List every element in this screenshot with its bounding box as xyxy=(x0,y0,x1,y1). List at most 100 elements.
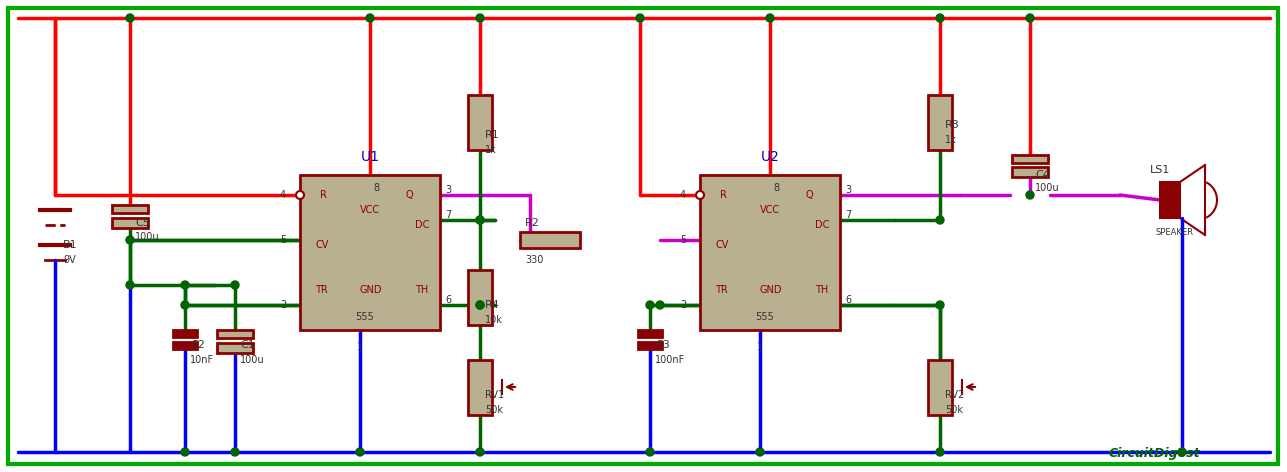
Bar xyxy=(638,342,662,349)
Text: 3: 3 xyxy=(846,185,851,195)
Bar xyxy=(468,95,492,150)
Text: SPEAKER: SPEAKER xyxy=(1154,228,1193,237)
Text: 4: 4 xyxy=(680,190,686,200)
Text: 555: 555 xyxy=(355,312,375,322)
Text: 10k: 10k xyxy=(485,315,503,325)
Circle shape xyxy=(936,301,943,309)
Text: R: R xyxy=(719,190,727,200)
Circle shape xyxy=(126,281,134,289)
Circle shape xyxy=(181,448,189,456)
Circle shape xyxy=(181,281,189,289)
Text: 8: 8 xyxy=(373,183,380,193)
Bar xyxy=(172,330,197,337)
Text: U2: U2 xyxy=(761,150,780,164)
Text: R: R xyxy=(320,190,327,200)
Text: 100u: 100u xyxy=(239,355,265,365)
Text: 6: 6 xyxy=(445,295,452,305)
Text: LS1: LS1 xyxy=(1151,165,1170,175)
Text: DC: DC xyxy=(414,220,430,230)
Text: 10nF: 10nF xyxy=(190,355,214,365)
Bar xyxy=(112,205,148,213)
Bar xyxy=(112,218,148,228)
Text: Q: Q xyxy=(405,190,413,200)
Circle shape xyxy=(230,281,239,289)
Circle shape xyxy=(636,14,644,22)
Circle shape xyxy=(936,216,943,224)
Bar xyxy=(1160,182,1180,218)
Text: 9V: 9V xyxy=(63,255,76,265)
Circle shape xyxy=(1026,14,1033,22)
Text: 4: 4 xyxy=(281,190,286,200)
Bar xyxy=(300,175,440,330)
Text: GND: GND xyxy=(360,285,382,295)
Text: 2: 2 xyxy=(680,300,686,310)
Bar xyxy=(928,360,952,415)
Text: 100u: 100u xyxy=(135,232,160,242)
Text: C4: C4 xyxy=(1035,170,1050,180)
Text: 1k: 1k xyxy=(945,135,956,145)
Bar xyxy=(218,330,254,338)
Circle shape xyxy=(476,216,484,224)
Bar xyxy=(468,270,492,325)
Text: RV2: RV2 xyxy=(945,390,964,400)
Circle shape xyxy=(126,14,134,22)
Text: CV: CV xyxy=(315,240,328,250)
Text: 3: 3 xyxy=(445,185,452,195)
Text: C3: C3 xyxy=(655,340,669,350)
Circle shape xyxy=(356,448,364,456)
Circle shape xyxy=(476,301,484,309)
Circle shape xyxy=(1178,448,1187,456)
Text: U1: U1 xyxy=(360,150,380,164)
Circle shape xyxy=(766,14,773,22)
Bar xyxy=(218,343,254,353)
Text: C1: C1 xyxy=(239,340,255,350)
Text: R3: R3 xyxy=(945,120,960,130)
Text: 2: 2 xyxy=(281,300,286,310)
Text: 100u: 100u xyxy=(1035,183,1059,193)
Text: R1: R1 xyxy=(485,130,499,140)
Circle shape xyxy=(1026,191,1033,199)
Circle shape xyxy=(476,14,484,22)
Bar xyxy=(172,342,197,349)
Text: TR: TR xyxy=(315,285,328,295)
Text: 6: 6 xyxy=(846,295,851,305)
Circle shape xyxy=(181,301,189,309)
Circle shape xyxy=(476,448,484,456)
Circle shape xyxy=(476,216,484,224)
Circle shape xyxy=(476,301,484,309)
Text: 7: 7 xyxy=(846,210,851,220)
Text: C2: C2 xyxy=(190,340,205,350)
Text: 555: 555 xyxy=(755,312,775,322)
Text: RV1: RV1 xyxy=(485,390,505,400)
Text: 50k: 50k xyxy=(945,405,963,415)
Bar xyxy=(700,175,840,330)
Circle shape xyxy=(696,191,704,199)
Text: TH: TH xyxy=(815,285,829,295)
Text: 5: 5 xyxy=(680,235,686,245)
Text: TH: TH xyxy=(414,285,429,295)
Text: Q: Q xyxy=(804,190,812,200)
Text: 50k: 50k xyxy=(485,405,503,415)
Text: CV: CV xyxy=(716,240,728,250)
Circle shape xyxy=(936,448,943,456)
Text: 100nF: 100nF xyxy=(655,355,685,365)
Bar xyxy=(1012,155,1048,163)
Circle shape xyxy=(936,14,943,22)
Circle shape xyxy=(656,301,664,309)
Text: R4: R4 xyxy=(485,300,499,310)
Text: TR: TR xyxy=(716,285,727,295)
Text: 7: 7 xyxy=(445,210,452,220)
Bar xyxy=(1012,167,1048,177)
Bar xyxy=(520,232,580,248)
Text: 330: 330 xyxy=(525,255,543,265)
Circle shape xyxy=(366,14,375,22)
Circle shape xyxy=(646,448,654,456)
Text: VCC: VCC xyxy=(360,205,380,215)
Text: CircuitDigest: CircuitDigest xyxy=(1108,447,1199,460)
Circle shape xyxy=(646,301,654,309)
Text: 5: 5 xyxy=(281,235,286,245)
Bar xyxy=(468,360,492,415)
Circle shape xyxy=(230,448,239,456)
Circle shape xyxy=(126,236,134,244)
Bar xyxy=(928,95,952,150)
